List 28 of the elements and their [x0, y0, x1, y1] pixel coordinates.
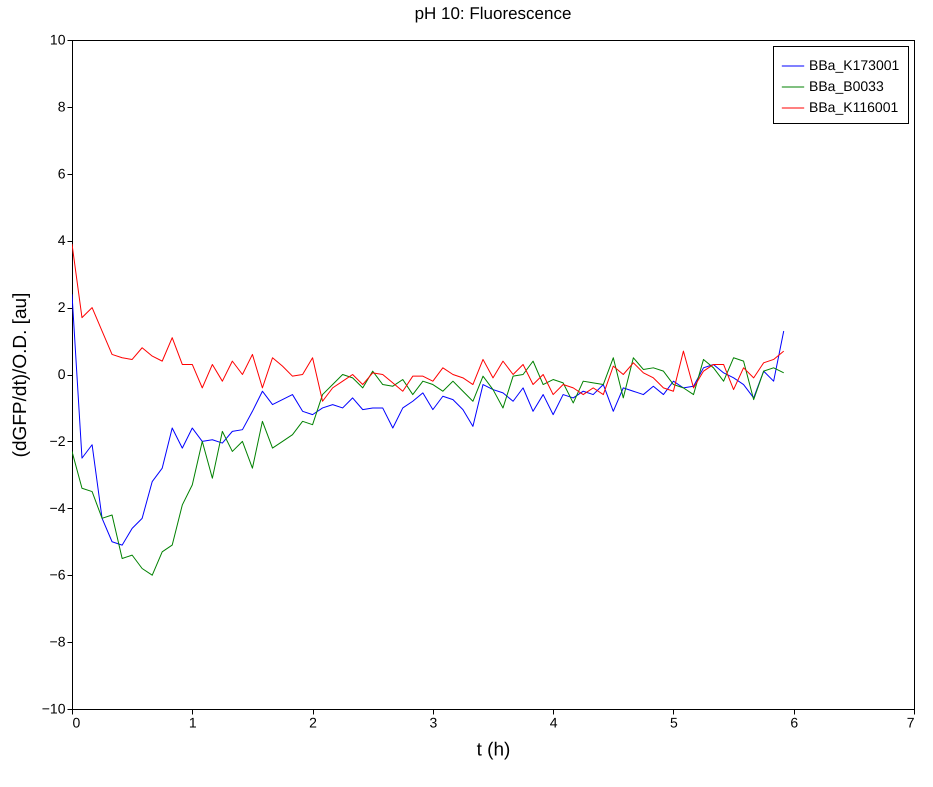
x-tick-label: 2 — [309, 714, 318, 730]
y-axis-title: (dGFP/dt)/O.D. [au] — [10, 292, 31, 458]
y-tick-label: −10 — [42, 700, 66, 716]
legend-label: BBa_K116001 — [809, 99, 898, 115]
y-tick-label: 4 — [58, 232, 66, 248]
line-series — [72, 244, 784, 402]
y-tick-label: 10 — [50, 32, 66, 48]
x-tick-label: 7 — [906, 714, 915, 730]
y-tick-label: −4 — [50, 500, 66, 516]
line-series — [72, 357, 784, 576]
x-tick-label: 6 — [790, 714, 798, 730]
x-tick-label: 1 — [188, 714, 197, 730]
y-tick-label: −8 — [50, 634, 66, 650]
y-tick-label: 2 — [58, 299, 66, 316]
y-tick-label: 0 — [58, 366, 66, 382]
y-tick-label: 8 — [58, 98, 66, 114]
legend-label: BBa_K173001 — [809, 57, 900, 73]
chart-title: pH 10: Fluorescence — [414, 4, 572, 23]
line-series — [72, 294, 784, 546]
y-tick-label: −6 — [50, 566, 66, 583]
x-tick-label: 3 — [429, 714, 438, 730]
x-axis-title: t (h) — [476, 740, 510, 760]
x-tick-label: 0 — [72, 714, 80, 730]
x-tick-label: 5 — [670, 714, 678, 730]
y-tick-label: −2 — [50, 432, 66, 449]
x-tick-label: 4 — [550, 714, 558, 730]
y-tick-label: 6 — [58, 165, 66, 182]
legend-label: BBa_B0033 — [809, 78, 884, 94]
